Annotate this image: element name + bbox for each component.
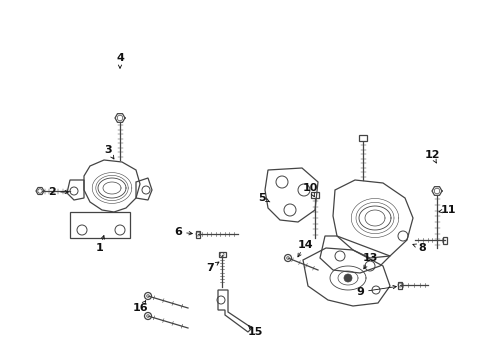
Text: 11: 11 bbox=[440, 205, 456, 215]
Text: 1: 1 bbox=[96, 243, 104, 253]
Text: 15: 15 bbox=[247, 327, 263, 337]
Circle shape bbox=[344, 274, 352, 282]
Text: 9: 9 bbox=[356, 287, 364, 297]
Text: 12: 12 bbox=[424, 150, 440, 160]
Text: 2: 2 bbox=[48, 187, 56, 197]
Text: 16: 16 bbox=[132, 303, 148, 313]
Text: 4: 4 bbox=[116, 53, 124, 63]
Text: 3: 3 bbox=[104, 145, 112, 155]
Text: 6: 6 bbox=[174, 227, 182, 237]
Text: 8: 8 bbox=[418, 243, 426, 253]
Text: 14: 14 bbox=[297, 240, 313, 250]
Text: 7: 7 bbox=[206, 263, 214, 273]
Text: 13: 13 bbox=[362, 253, 378, 263]
Text: 5: 5 bbox=[258, 193, 266, 203]
Text: 10: 10 bbox=[302, 183, 318, 193]
